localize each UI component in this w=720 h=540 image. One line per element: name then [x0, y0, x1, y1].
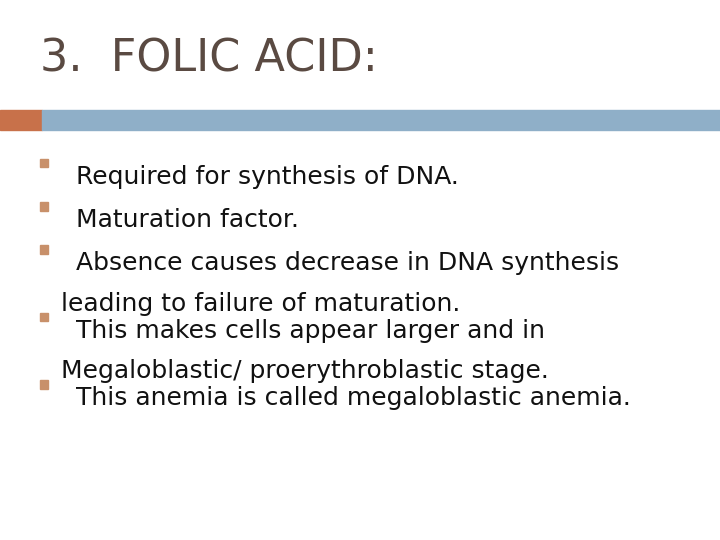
Bar [40, 202, 48, 211]
Text: Absence causes decrease in DNA synthesis: Absence causes decrease in DNA synthesis [76, 251, 618, 275]
Text: Megaloblastic/ proerythroblastic stage.: Megaloblastic/ proerythroblastic stage. [61, 359, 549, 383]
Text: Required for synthesis of DNA.: Required for synthesis of DNA. [76, 165, 459, 188]
Text: This makes cells appear larger and in: This makes cells appear larger and in [76, 319, 544, 342]
Text: This anemia is called megaloblastic anemia.: This anemia is called megaloblastic anem… [76, 386, 631, 410]
Bar [40, 245, 48, 254]
Bar [40, 313, 48, 321]
Bar [0, 110, 42, 130]
Bar [40, 380, 48, 389]
Text: 3.  FOLIC ACID:: 3. FOLIC ACID: [40, 38, 377, 81]
Bar [42, 110, 720, 130]
Text: Maturation factor.: Maturation factor. [76, 208, 299, 232]
Bar [40, 159, 48, 167]
Text: leading to failure of maturation.: leading to failure of maturation. [61, 292, 461, 315]
